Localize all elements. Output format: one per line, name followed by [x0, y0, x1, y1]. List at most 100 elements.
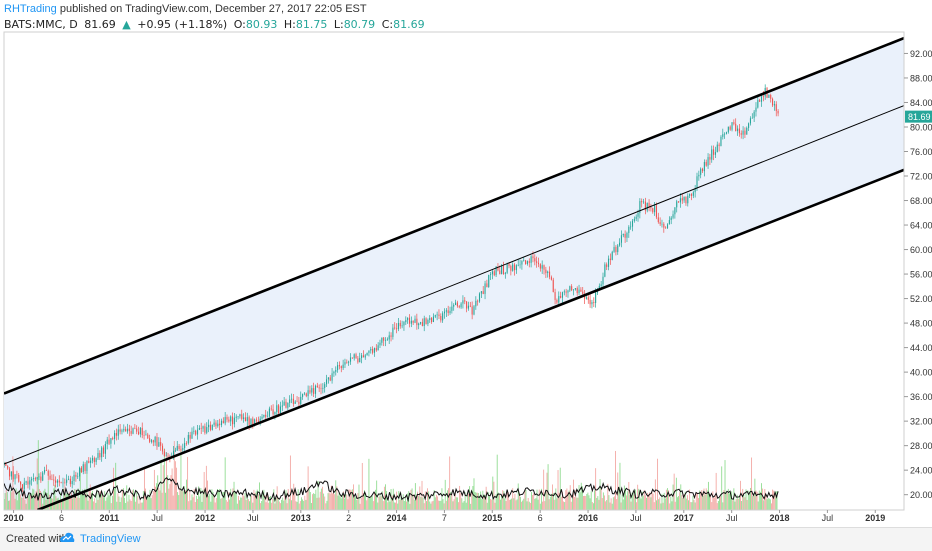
- candle-body: [521, 261, 523, 265]
- volume-bar: [517, 483, 519, 510]
- candle-body: [79, 467, 81, 477]
- candle-body: [532, 256, 534, 259]
- volume-bar: [107, 493, 109, 510]
- volume-bar: [369, 496, 371, 510]
- channel-middle-line[interactable]: [4, 105, 904, 465]
- volume-bar: [413, 499, 415, 510]
- volume-bar: [372, 501, 374, 510]
- volume-bar: [539, 503, 541, 510]
- candle-body: [513, 264, 516, 271]
- x-tick-label: 2010: [4, 513, 24, 523]
- tradingview-logo-icon[interactable]: [58, 531, 76, 548]
- candle-body: [434, 315, 436, 317]
- author-link[interactable]: RHTrading: [4, 3, 57, 15]
- volume-bar: [172, 495, 174, 510]
- volume-bar: [38, 488, 40, 510]
- candle-body: [384, 340, 387, 341]
- volume-bar: [659, 497, 661, 510]
- volume-bar: [558, 492, 560, 510]
- candle-body: [488, 274, 490, 288]
- candle-body: [639, 201, 641, 213]
- volume-bar: [319, 491, 321, 510]
- candle-body: [580, 289, 582, 292]
- volume-bar: [759, 491, 761, 510]
- candle-body: [296, 401, 298, 403]
- y-tick-label: 76.00: [910, 147, 932, 157]
- candle-body: [370, 349, 372, 351]
- volume-bar: [644, 495, 646, 510]
- candle-body: [425, 318, 427, 324]
- candle-body: [696, 176, 698, 189]
- volume-bar: [331, 493, 333, 510]
- volume-bar: [177, 492, 179, 510]
- volume-bar: [496, 454, 498, 510]
- candle-body: [442, 313, 444, 321]
- candle-body: [10, 471, 12, 477]
- volume-bar: [244, 493, 246, 510]
- volume-bar: [173, 441, 175, 510]
- high-label: H:: [283, 18, 296, 31]
- volume-bar: [167, 475, 169, 510]
- volume-bar: [83, 494, 85, 510]
- volume-bar: [481, 499, 483, 510]
- volume-bar: [338, 491, 340, 510]
- candle-body: [51, 479, 53, 480]
- channel-upper-line[interactable]: [4, 36, 904, 395]
- volume-bar: [528, 501, 530, 510]
- x-tick-label: 2014: [387, 513, 407, 523]
- volume-bar: [735, 499, 737, 510]
- volume-bar: [285, 490, 287, 510]
- y-tick-label: 28.00: [910, 441, 932, 451]
- volume-bar: [87, 500, 89, 510]
- volume-bar: [442, 499, 444, 510]
- volume-bar: [371, 495, 373, 510]
- open-label: O:: [233, 18, 246, 31]
- candle-body: [185, 443, 188, 444]
- candle-body: [314, 385, 317, 394]
- candle-body: [416, 318, 418, 326]
- candle-body: [202, 426, 204, 429]
- candle-body: [257, 420, 259, 422]
- candle-body: [418, 323, 420, 326]
- y-tick-label: 52.00: [910, 294, 932, 304]
- volume-bar: [151, 495, 153, 510]
- tradingview-link[interactable]: TradingView: [80, 533, 141, 545]
- volume-bar: [591, 502, 593, 510]
- candle-body: [309, 390, 311, 393]
- volume-bar: [395, 502, 396, 510]
- candle-body: [302, 394, 304, 397]
- volume-bar: [715, 472, 717, 510]
- volume-bar: [353, 484, 354, 510]
- candle-body: [71, 481, 73, 485]
- y-tick-label: 20.00: [910, 490, 932, 500]
- candle-body: [126, 428, 129, 432]
- candle-body: [455, 302, 457, 306]
- candle-body: [208, 424, 210, 428]
- volume-bar: [698, 498, 699, 510]
- volume-bar: [216, 489, 218, 510]
- x-tick-label: Jul: [247, 513, 259, 523]
- volume-bar: [696, 494, 698, 510]
- candle-body: [714, 152, 716, 155]
- volume-bar: [74, 489, 76, 510]
- candle-body: [320, 388, 322, 389]
- candle-body: [560, 296, 562, 298]
- volume-bar: [468, 493, 469, 510]
- volume-bar: [213, 494, 215, 510]
- candle-body: [722, 134, 724, 137]
- volume-bar: [308, 488, 310, 510]
- volume-bar: [32, 488, 34, 510]
- volume-bar: [195, 495, 197, 510]
- price-chart[interactable]: 92.00 88.00 84.00 80.00 76.00 72.00 68.00 64.00…: [0, 0, 932, 527]
- candle-body: [473, 306, 475, 315]
- volume-bar: [281, 499, 283, 510]
- volume-bar: [233, 481, 235, 510]
- volume-bar: [243, 496, 245, 510]
- volume-bar: [4, 493, 6, 510]
- candle-body: [184, 443, 186, 449]
- volume-bar: [464, 492, 466, 510]
- x-tick-label: 6: [59, 513, 64, 523]
- y-tick-label: 44.00: [910, 343, 932, 353]
- volume-bar: [100, 493, 102, 510]
- channel-lower-line[interactable]: [37, 168, 904, 510]
